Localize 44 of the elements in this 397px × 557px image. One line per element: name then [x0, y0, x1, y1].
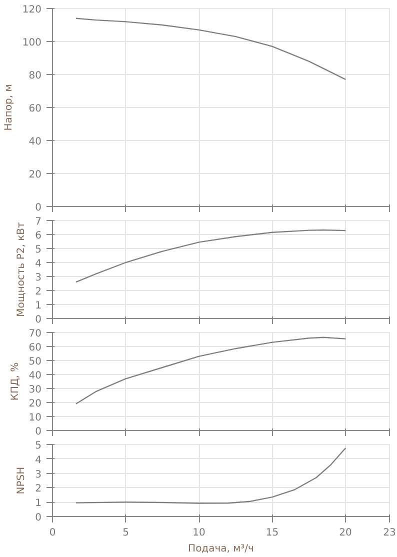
y-tick-label: 40: [28, 136, 42, 148]
y-tick-label: 120: [22, 4, 42, 16]
y-tick-label: 50: [28, 356, 42, 368]
x-tick-label: 0: [49, 528, 56, 538]
y-tick-label: 3: [35, 272, 42, 284]
x-tick-label: 23: [383, 528, 396, 538]
y-tick-label: 20: [28, 398, 42, 410]
y-tick-label: 0: [35, 426, 42, 438]
line-series: [75, 336, 346, 404]
y-axis-title: Мощность P2, кВт: [16, 222, 28, 317]
x-tick-label: 10: [192, 528, 206, 538]
y-tick-label: 60: [28, 342, 42, 354]
y-tick-label: 2: [35, 286, 42, 298]
y-axis-title: Напор, м: [3, 84, 14, 131]
y-tick-label: 0: [35, 202, 42, 214]
y-tick-label: 3: [35, 469, 42, 480]
y-tick-label: 30: [28, 384, 42, 396]
y-tick-label: 4: [35, 258, 42, 270]
y-tick-label: 10: [28, 412, 42, 424]
y-tick-label: 7: [35, 216, 42, 228]
y-tick-label: 20: [28, 170, 42, 180]
x-tick-label: 5: [122, 528, 129, 538]
y-axis-title: NPSH: [16, 466, 28, 494]
line-series: [75, 448, 346, 504]
y-tick-label: 4: [35, 454, 42, 466]
y-tick-label: 1: [35, 498, 42, 510]
x-tick-label: 20: [339, 528, 352, 538]
y-axis-title: КПД, %: [10, 362, 21, 401]
y-tick-label: 60: [28, 104, 42, 114]
line-series: [75, 229, 346, 283]
y-tick-label: 0: [35, 512, 42, 524]
y-tick-label: 40: [28, 370, 42, 382]
x-tick-label: 15: [266, 528, 279, 538]
y-tick-label: 0: [35, 314, 42, 326]
y-tick-label: 100: [22, 38, 42, 48]
y-tick-label: 80: [28, 70, 42, 82]
y-tick-label: 5: [35, 244, 42, 256]
y-tick-label: 1: [35, 300, 42, 312]
y-tick-label: 5: [35, 440, 42, 452]
y-tick-label: 70: [28, 328, 42, 340]
line-series: [75, 18, 346, 80]
y-tick-label: 6: [35, 230, 42, 242]
y-tick-label: 2: [35, 484, 42, 495]
x-axis-title: Подача, м³/ч: [188, 544, 254, 554]
